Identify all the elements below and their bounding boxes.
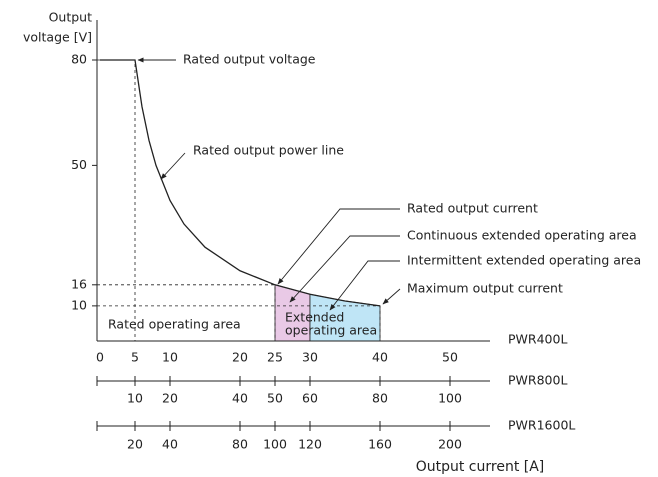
x-tick-label: 40 (372, 350, 388, 365)
annotation: Rated output voltage (183, 52, 316, 67)
power-curve (100, 59, 381, 307)
x-tick-label: 50 (442, 350, 458, 365)
x-tick-label: 20 (162, 391, 178, 406)
annotation: Continuous extended operating area (407, 228, 637, 243)
annotation-arrow (289, 235, 400, 303)
axis-name: PWR800L (508, 373, 567, 388)
x-axis-label: Output current [A] (416, 459, 545, 475)
guide-line (97, 59, 136, 341)
x-tick-label: 80 (372, 391, 388, 406)
axis-name: PWR1600L (508, 418, 575, 433)
x-tick-label: 20 (127, 437, 143, 452)
y-tick-label: 10 (71, 297, 87, 312)
guide-line (97, 284, 276, 341)
x-tick-label: 200 (438, 437, 462, 452)
x-tick-label: 60 (302, 391, 318, 406)
y-tick-label: 16 (71, 276, 87, 291)
x-tick-label: 40 (232, 391, 248, 406)
annotation: Intermittent extended operating area (407, 253, 641, 268)
x-tick-label: 40 (162, 437, 178, 452)
annotation: Maximum output current (407, 281, 563, 296)
annotation-arrow (329, 260, 400, 311)
x-tick-label: 10 (127, 391, 143, 406)
x-tick-label: 160 (368, 437, 392, 452)
x-tick-label: 20 (232, 350, 248, 365)
x-tick-label: 25 (267, 350, 283, 365)
annotation-arrow (382, 288, 401, 305)
area-label: operating area (285, 323, 377, 338)
annotation: Rated output current (407, 201, 538, 216)
y-axis-label: Output (49, 10, 93, 25)
annotation-arrow (277, 208, 400, 285)
y-axis-label: voltage [V] (23, 30, 92, 45)
y-tick-label: 80 (71, 52, 87, 67)
area-label: Extended (285, 310, 344, 325)
annotation-arrow (160, 152, 186, 180)
x-tick-label: 0 (96, 350, 104, 365)
x-tick-label: 10 (162, 350, 178, 365)
x-tick-label: 80 (232, 437, 248, 452)
x-tick-label: 120 (298, 437, 322, 452)
axis-name: PWR400L (508, 332, 567, 347)
area-label: Rated operating area (108, 317, 241, 332)
x-tick-label: 100 (263, 437, 287, 452)
x-tick-label: 5 (131, 350, 139, 365)
x-tick-label: 30 (302, 350, 318, 365)
x-tick-label: 50 (267, 391, 283, 406)
y-tick-label: 50 (71, 157, 87, 172)
x-tick-label: 100 (438, 391, 462, 406)
annotation: Rated output power line (193, 143, 344, 158)
